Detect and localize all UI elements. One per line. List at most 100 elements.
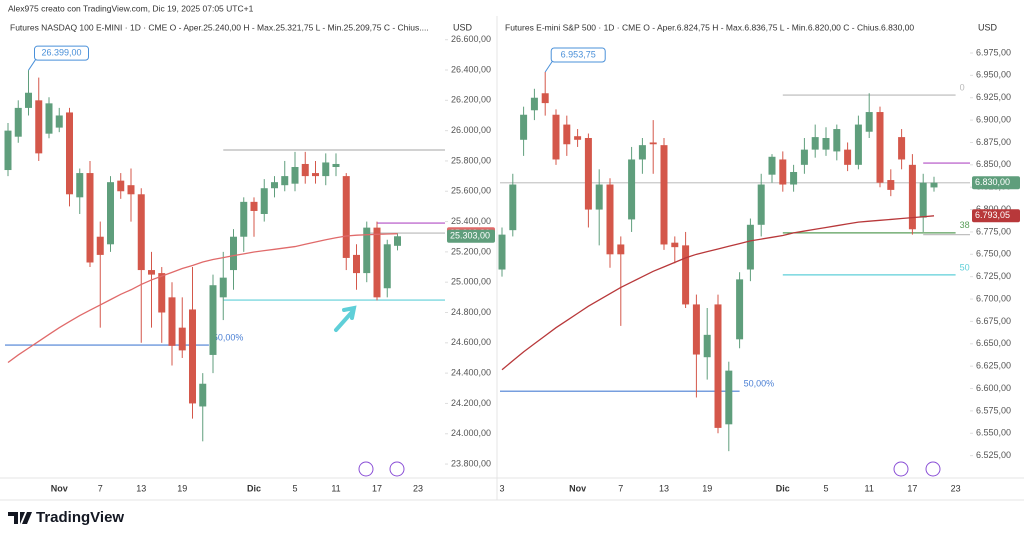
moving-average <box>501 215 935 371</box>
icon[interactable] <box>389 461 405 477</box>
y-tick-label: 25.400,00 <box>451 216 491 226</box>
candle-body <box>332 163 340 168</box>
candle-body <box>219 277 227 298</box>
candle-body <box>574 136 582 140</box>
y-tick-label: 25.600,00 <box>451 186 491 196</box>
candle-body <box>363 227 371 274</box>
callout-label: 26.399,00 <box>41 48 81 58</box>
x-tick-label: 17 <box>372 483 382 493</box>
candle-body <box>342 176 350 258</box>
header: Alex975 creato con TradingView.com, Dic … <box>8 3 254 13</box>
candle-body <box>168 297 176 346</box>
x-tick-label: Nov <box>569 483 586 493</box>
candle-body <box>66 112 73 195</box>
y-tick-label: 6.575,00 <box>976 405 1011 415</box>
y-tick-label: 6.675,00 <box>976 316 1011 326</box>
y-tick-label: 25.800,00 <box>451 155 491 165</box>
callout-label: 6.953,75 <box>561 49 596 59</box>
candle-body <box>178 327 186 351</box>
price-label: 25.303,00 <box>450 231 490 241</box>
candle-body <box>86 173 94 263</box>
y-tick-label: 6.600,00 <box>976 383 1011 393</box>
candle-body <box>250 201 258 211</box>
candle-body <box>811 137 819 150</box>
price-label-box <box>972 176 1020 190</box>
y-tick-label: 6.525,00 <box>976 450 1011 460</box>
candle-body <box>189 309 196 404</box>
y-tick-label: 6.925,00 <box>976 92 1011 102</box>
candle-body <box>887 180 895 190</box>
x-tick-label: 17 <box>907 483 917 493</box>
candle-body <box>14 107 22 137</box>
brand: TradingView <box>36 509 124 526</box>
x-tick-label: 11 <box>865 483 874 493</box>
y-tick-label: 26.400,00 <box>451 64 491 74</box>
y-tick-label: 24.600,00 <box>451 337 491 347</box>
price-label: 6.793,05 <box>975 210 1010 220</box>
candle-body <box>746 224 754 270</box>
x-tick-label: 19 <box>702 483 712 493</box>
callout-pointer <box>28 57 37 71</box>
candle-body <box>736 279 744 340</box>
candle-body <box>584 137 592 210</box>
price-label-box <box>447 229 495 243</box>
candle-body <box>779 159 787 185</box>
callout-box <box>550 47 606 63</box>
candle-body <box>383 244 391 289</box>
candle-body <box>158 273 166 313</box>
y-tick-label: 6.750,00 <box>976 249 1011 259</box>
candle-body <box>682 245 690 305</box>
x-tick-label: Dic <box>776 483 790 493</box>
candle-body <box>714 304 722 428</box>
candle-body <box>703 334 711 358</box>
y-tick-label: 24.000,00 <box>451 428 491 438</box>
y-tick-label: 6.900,00 <box>976 114 1011 124</box>
candle-body <box>117 180 125 192</box>
candle-body <box>908 164 916 230</box>
candle-body <box>595 184 603 210</box>
y-tick-label: 24.200,00 <box>451 398 491 408</box>
icon[interactable] <box>358 461 374 477</box>
y-tick-label: 6.850,00 <box>976 159 1011 169</box>
replay-icons[interactable] <box>358 461 941 477</box>
x-tick-label: 13 <box>659 483 669 493</box>
candle-body <box>671 242 679 248</box>
x-tick-label: 13 <box>136 483 146 493</box>
y-tick-label: 24.400,00 <box>451 367 491 377</box>
candle-body <box>930 182 938 188</box>
level-label: 0 <box>960 82 965 92</box>
candle-body <box>498 234 506 270</box>
icon[interactable] <box>925 461 941 477</box>
candle-body <box>768 156 776 175</box>
candle-body <box>281 176 289 186</box>
y-tick-label: 6.775,00 <box>976 226 1011 236</box>
x-tick-label: 5 <box>292 483 297 493</box>
moving-average <box>7 233 398 364</box>
candle-body <box>322 162 330 177</box>
candle-body <box>757 184 765 225</box>
candle-body <box>649 142 657 145</box>
y-tick-label: 26.200,00 <box>451 95 491 105</box>
level-label: 50 <box>960 262 970 272</box>
currency: USD <box>453 22 473 32</box>
candle-body <box>353 254 360 274</box>
y-tick-label: 6.725,00 <box>976 271 1011 281</box>
y-tick-label: 6.800,00 <box>976 204 1011 214</box>
y-tick-label: 6.700,00 <box>976 293 1011 303</box>
x-tick-label: 7 <box>618 483 623 493</box>
callout-box <box>34 45 89 61</box>
price-label-box <box>972 209 1020 223</box>
candle-body <box>25 92 32 108</box>
y-tick-label: 23.800,00 <box>451 458 491 468</box>
candle-body <box>35 100 43 154</box>
candle-body <box>854 124 862 165</box>
currency: USD <box>978 22 998 32</box>
y-tick-label: 25.200,00 <box>451 246 491 256</box>
y-tick-label: 26.000,00 <box>451 125 491 135</box>
candle-body <box>209 285 217 355</box>
candle-body <box>312 173 319 177</box>
icon[interactable] <box>893 461 909 477</box>
y-tick-label: 6.650,00 <box>976 338 1011 348</box>
callout-pointer <box>544 59 554 73</box>
